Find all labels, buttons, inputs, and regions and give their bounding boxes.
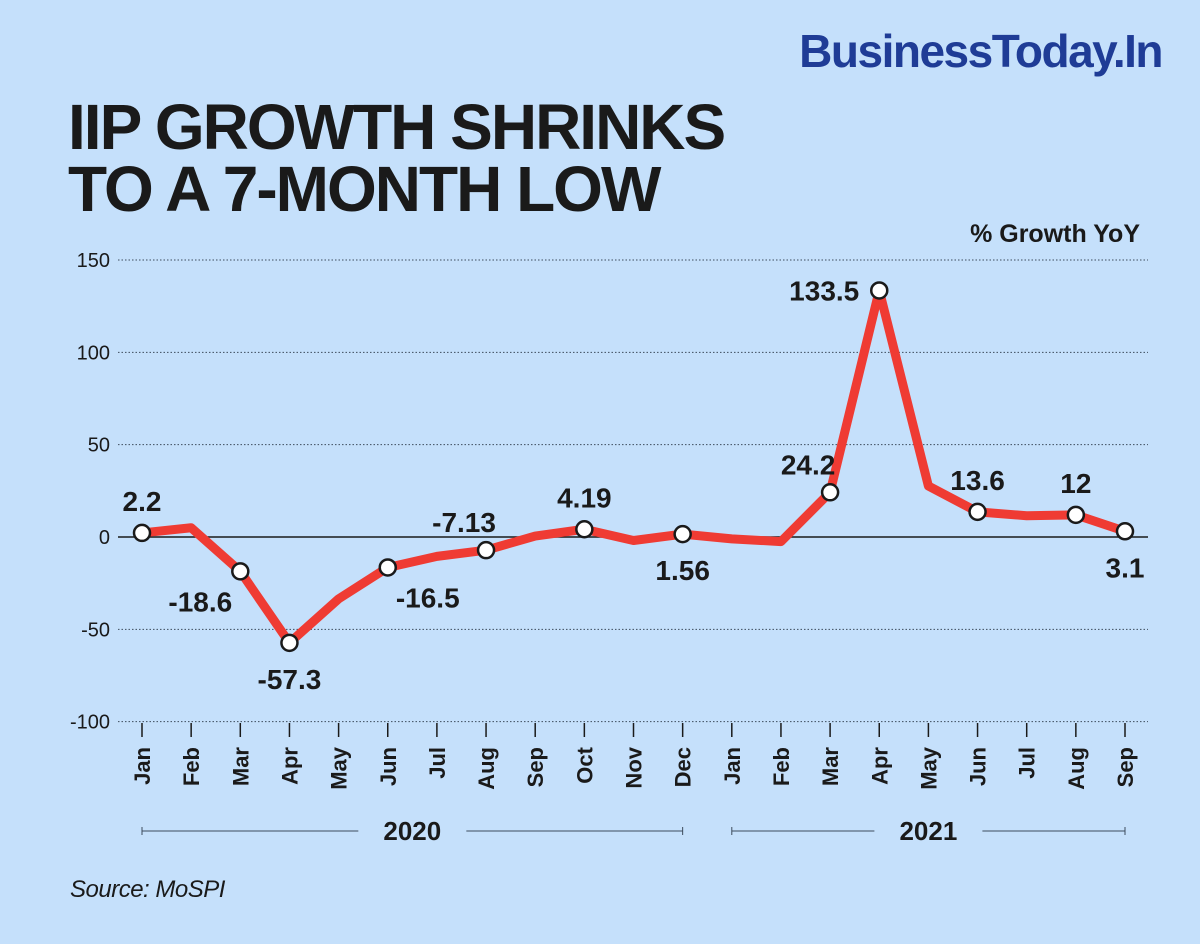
x-tick-label: Aug [474,747,499,790]
x-tick-label: Sep [523,747,548,787]
x-tick-label: Mar [818,747,843,787]
x-tick-label: Jul [425,747,450,779]
x-tick-label: Apr [277,747,302,785]
data-label: 13.6 [950,465,1005,496]
y-tick-label: 0 [99,527,110,549]
data-label: -7.13 [432,507,496,538]
data-point [1066,505,1086,525]
x-tick-label: Jan [130,747,155,785]
x-tick-label: Jun [376,747,401,786]
x-tick-label: Jan [720,747,745,785]
y-tick-label: 100 [77,342,110,364]
data-point [132,523,152,543]
year-label: 2020 [383,816,441,846]
x-tick-label: Apr [867,747,892,785]
data-label: 24.2 [781,449,836,480]
x-tick-label: Oct [572,746,597,783]
x-tick-label: May [327,746,352,790]
data-label: 4.19 [557,482,612,513]
series-line-0 [137,285,1130,648]
data-point [673,524,692,544]
y-tick-label: -50 [81,619,110,641]
data-point [870,281,889,300]
data-labels: 2.2 -18.6 -57.3 -16.5 -7.13 4.19 1.56 24.2 133.5… [123,275,1145,694]
y-tick-label: -100 [70,712,110,734]
x-tick-label: May [916,746,941,790]
data-label: -16.5 [396,582,460,613]
chart-title: IIP GROWTH SHRINKS TO A 7-MONTH LOW [68,91,726,225]
year-brackets: 2020 2021 [141,816,1126,846]
data-points [132,281,1135,653]
data-label: 3.1 [1106,552,1145,583]
y-axis-ticks: 150 100 50 0 -50 -100 [70,250,110,734]
x-tick-label: Sep [1113,747,1138,787]
data-point [1115,522,1135,541]
brand-logo: BusinessToday.In [799,25,1163,77]
data-label: -18.6 [168,586,232,617]
data-label: 12 [1060,468,1091,499]
data-label: -57.3 [258,664,322,695]
series-lines [137,285,1130,648]
data-point [820,483,840,502]
title-line-1: IIP GROWTH SHRINKS [68,91,726,163]
x-tick-label: Nov [622,746,647,788]
data-point [476,540,496,560]
x-tick-label: Dec [671,747,696,787]
data-point [231,562,250,581]
data-point [575,520,594,539]
x-tick-label: Jul [1015,747,1040,779]
y-axis-label: % Growth YoY [970,220,1140,248]
data-label: 2.2 [123,486,162,517]
y-tick-label: 50 [88,435,110,457]
data-label: 1.56 [655,555,710,586]
x-tick-label: Feb [769,747,794,786]
data-point [968,502,987,522]
data-point [378,558,397,577]
data-point [280,633,299,653]
x-tick-label: Mar [228,747,253,787]
title-line-2: TO A 7-MONTH LOW [68,153,661,225]
x-axis-ticks: Jan Feb Mar Apr May Jun Jul Aug Sep Oct Nov Dec Jan F… [130,723,1138,790]
source-note: Source: MoSPI [70,876,225,903]
data-label: 133.5 [789,275,859,306]
y-tick-label: 150 [77,250,110,272]
year-label: 2021 [899,816,957,846]
x-tick-label: Feb [179,747,204,786]
x-tick-label: Aug [1064,747,1089,790]
x-tick-label: Jun [966,747,991,786]
